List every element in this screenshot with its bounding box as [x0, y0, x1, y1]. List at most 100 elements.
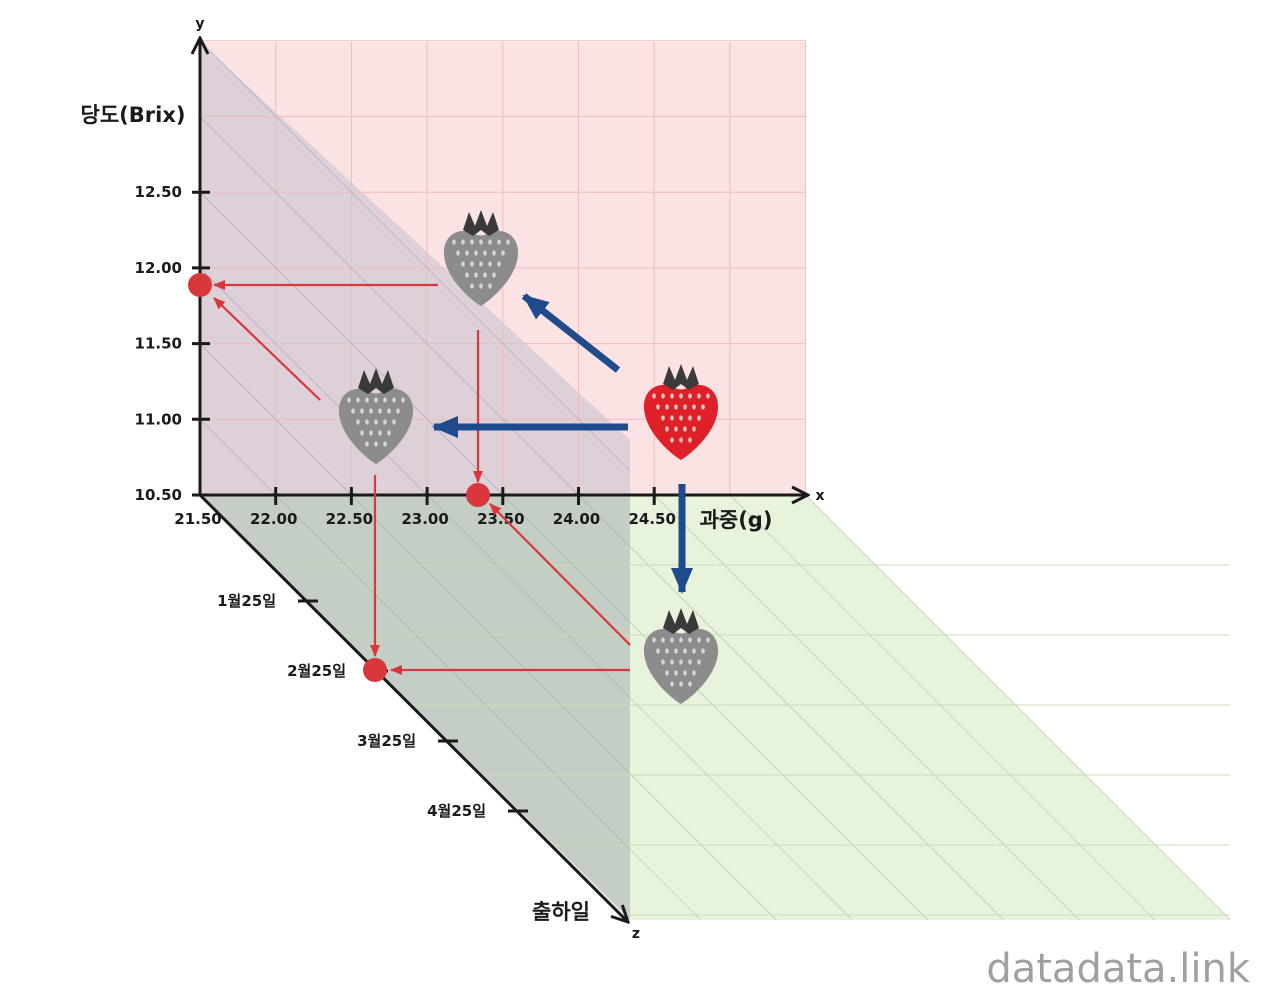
berry-seed: [688, 393, 692, 399]
berry-seed: [392, 397, 396, 403]
berry-seed: [706, 393, 710, 399]
x-tick-label: 21.50: [174, 510, 221, 528]
berry-seed: [665, 670, 669, 676]
z-tick-label: 4월25일: [427, 802, 486, 820]
berry-body: [643, 628, 719, 704]
y-tick-label: 12.00: [135, 259, 182, 277]
berry-seed: [483, 250, 487, 256]
berry-seed: [674, 670, 678, 676]
z-tick-label: 2월25일: [287, 662, 346, 680]
berry-leaf: [663, 364, 699, 390]
y-axis-letter: y: [195, 16, 204, 32]
berry-leaf: [663, 608, 699, 634]
x-tick-label: 23.50: [477, 510, 524, 528]
berry-seed: [374, 397, 378, 403]
berry-seed: [692, 648, 696, 654]
berry-seed: [692, 426, 696, 432]
y-tick-label: 10.50: [135, 486, 182, 504]
x-axis-title: 과중(g): [700, 508, 773, 532]
berry-seed: [670, 637, 674, 643]
xz-grid-line: [275, 494, 702, 921]
x-tick-label: 22.50: [326, 510, 373, 528]
berry-seed: [683, 426, 687, 432]
berry-seed: [674, 426, 678, 432]
berry-seed: [661, 415, 665, 421]
yz-grid-line: [199, 40, 631, 472]
projected-point: [466, 483, 490, 507]
berry-seed: [387, 408, 391, 414]
berry-seed: [369, 430, 373, 436]
gray-strawberry-icon: [338, 368, 414, 464]
berry-seed: [374, 441, 378, 447]
berry-seed: [706, 637, 710, 643]
xz-grid-line: [653, 494, 1080, 921]
z-axis-line: [198, 493, 628, 922]
berry-seed: [692, 404, 696, 410]
berry-seed: [688, 659, 692, 665]
projection-arrows: [188, 273, 693, 682]
strawberries: [338, 210, 719, 704]
berry-seed: [474, 250, 478, 256]
berry-seed: [378, 408, 382, 414]
berry-seed: [401, 397, 405, 403]
xz-grid-line: [729, 494, 1156, 921]
berry-seed: [351, 408, 355, 414]
xz-grid-line: [351, 494, 777, 921]
berry-seed: [356, 397, 360, 403]
y-tick-label: 12.50: [135, 183, 182, 201]
berry-leaf: [463, 210, 499, 236]
berry-seed: [679, 681, 683, 687]
projection-arrow: [489, 503, 631, 646]
berry-seed: [506, 239, 510, 245]
berry-seed: [492, 250, 496, 256]
berry-seed: [697, 659, 701, 665]
berry-seed: [670, 659, 674, 665]
xz-grid-line: [502, 494, 929, 921]
xz-grid-line: [578, 494, 1004, 921]
berry-seed: [452, 239, 456, 245]
berry-seed: [470, 239, 474, 245]
berry-seed: [697, 415, 701, 421]
x-tick-label: 22.00: [250, 510, 297, 528]
berry-seed: [692, 670, 696, 676]
berry-seed: [665, 648, 669, 654]
berry-seed: [665, 426, 669, 432]
berry-seed: [674, 648, 678, 654]
gray-strawberry-icon: [643, 608, 719, 704]
berry-seed: [365, 441, 369, 447]
berry-seed: [396, 408, 400, 414]
berry-seed: [688, 637, 692, 643]
berry-seed: [470, 261, 474, 267]
berry-seed: [679, 637, 683, 643]
berry-seed: [488, 239, 492, 245]
berry-seed: [479, 283, 483, 289]
berry-seed: [701, 648, 705, 654]
x-axis-letter: x: [815, 488, 824, 504]
y-tick-label: 11.50: [135, 335, 182, 353]
berry-seed: [488, 283, 492, 289]
berry-seed: [465, 272, 469, 278]
berry-seed: [483, 272, 487, 278]
berry-seed: [674, 404, 678, 410]
berry-seed: [679, 659, 683, 665]
yz-grid-line: [199, 116, 631, 547]
berry-seed: [501, 250, 505, 256]
berry-seed: [365, 419, 369, 425]
z-tick-label: 3월25일: [357, 732, 416, 750]
xz-grid-line: [426, 494, 853, 921]
x-tick-label: 23.00: [401, 510, 448, 528]
berry-seed: [683, 670, 687, 676]
berry-seed: [456, 250, 460, 256]
berry-seed: [656, 648, 660, 654]
berry-seed: [356, 419, 360, 425]
berry-seed: [479, 239, 483, 245]
xz-plane: [630, 495, 1230, 920]
berry-seed: [670, 393, 674, 399]
z-tick-label: 1월25일: [217, 592, 276, 610]
x-tick-label: 24.00: [553, 510, 600, 528]
berry-seed: [661, 659, 665, 665]
watermark: datadata.link: [986, 946, 1250, 992]
berry-seed: [661, 393, 665, 399]
berry-seed: [670, 415, 674, 421]
berry-seed: [652, 393, 656, 399]
